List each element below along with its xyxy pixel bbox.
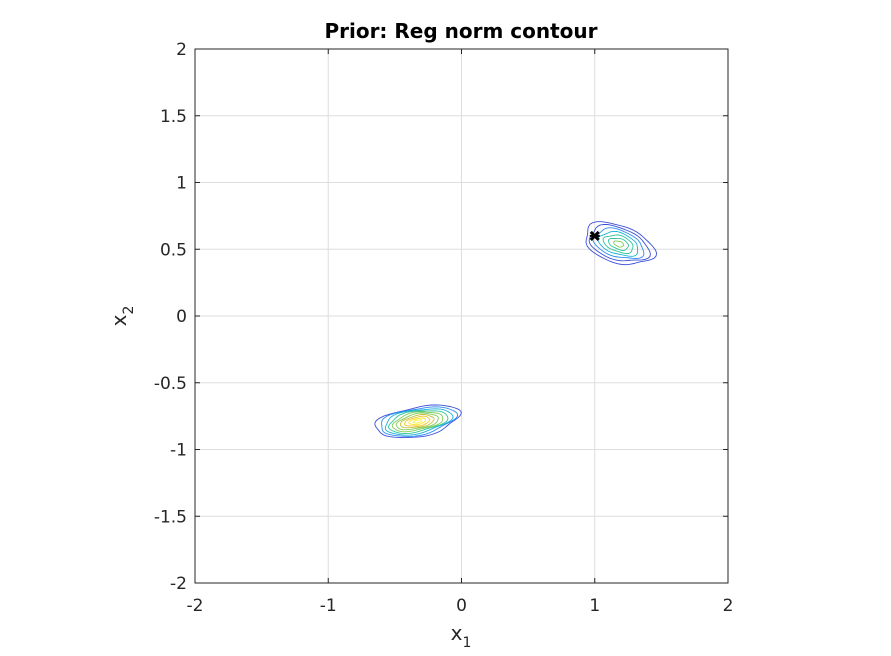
marker-point	[589, 230, 600, 241]
contour-line	[608, 237, 629, 251]
y-axis-label-subscript: 2	[121, 306, 137, 315]
y-tick-label: 2	[176, 40, 187, 60]
contour-line	[585, 221, 658, 266]
y-tick-label: 1	[176, 174, 187, 194]
contour-lines	[374, 221, 658, 438]
contour-line	[412, 419, 423, 424]
contour-line	[602, 234, 634, 255]
y-tick-label: -2	[170, 574, 187, 594]
contour-line	[384, 408, 454, 436]
y-tick-label: -1.5	[154, 507, 187, 527]
contour-line	[381, 406, 459, 437]
y-axis-label-main: x	[107, 314, 131, 326]
x-tick-label: -1	[320, 596, 337, 616]
chart-title: Prior: Reg norm contour	[324, 19, 597, 43]
x-tick-label: 0	[456, 596, 467, 616]
y-tick-label: 0.5	[160, 240, 187, 260]
x-tick-label: -2	[187, 596, 204, 616]
y-axis-label: x2	[107, 306, 137, 327]
contour-line	[408, 417, 427, 426]
contour-line	[391, 411, 444, 433]
contour-line	[395, 412, 439, 431]
contour-line	[613, 240, 625, 248]
y-tick-label: -1	[170, 441, 187, 461]
x-tick-label: 1	[589, 596, 600, 616]
contour-line	[374, 404, 462, 438]
x-axis-label: x1	[451, 621, 472, 651]
axis-ticks: -2 -1 0 1 2 -2 -1.5 -1 -0.5 0 0.5 1 1.5 2	[154, 40, 734, 616]
contour-line	[597, 230, 639, 257]
x-axis-label-subscript: 1	[462, 635, 471, 651]
y-tick-label: 1.5	[160, 107, 187, 127]
contour-line	[400, 413, 435, 429]
x-axis-label-main: x	[451, 621, 463, 645]
y-tick-label: -0.5	[154, 374, 187, 394]
contour-line	[388, 410, 449, 435]
contour-line	[404, 415, 431, 427]
y-tick-label: 0	[176, 307, 187, 327]
x-tick-label: 2	[723, 596, 734, 616]
